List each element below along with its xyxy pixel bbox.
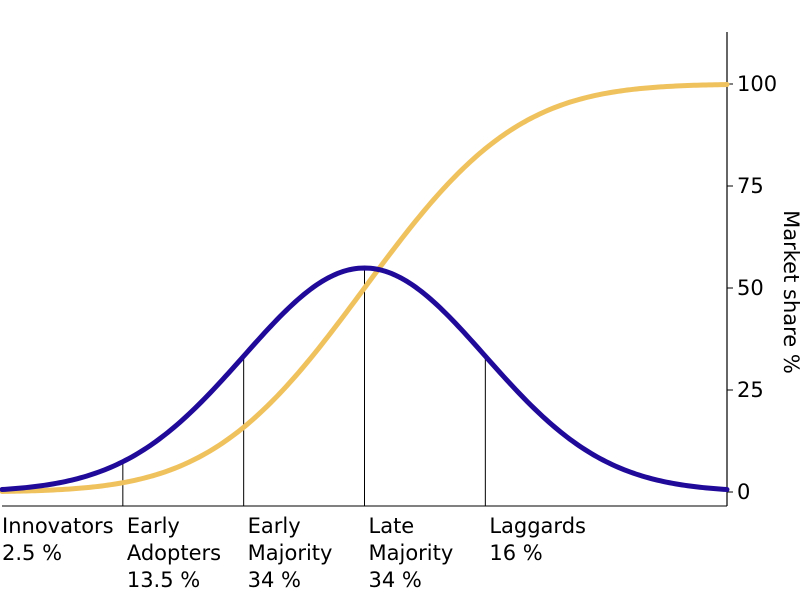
- category-name: Innovators: [2, 514, 114, 538]
- adoption-series-line: [0, 265, 730, 493]
- y-ticks: 0 25 50 75 100: [727, 72, 777, 504]
- category-name: Early: [248, 514, 301, 538]
- category-percent: 34 %: [248, 568, 301, 592]
- category-name: Adopters: [127, 541, 221, 565]
- category-name: Majority: [369, 541, 454, 565]
- category-name: Early: [127, 514, 180, 538]
- category-name: Late: [369, 514, 415, 538]
- category-labels: Innovators 2.5 % Early Adopters 13.5 % Early M…: [2, 514, 586, 592]
- category-percent: 13.5 %: [127, 568, 200, 592]
- y-tick-label: 50: [737, 276, 764, 300]
- category-name: Laggards: [489, 514, 586, 538]
- segment-dividers: [122, 268, 486, 506]
- y-tick-label: 100: [737, 72, 777, 96]
- y-axis-title: Market share %: [779, 210, 800, 374]
- category-name: Majority: [248, 541, 333, 565]
- category-percent: 2.5 %: [2, 541, 62, 565]
- market-share-series-line: [0, 82, 730, 494]
- y-tick-label: 75: [737, 174, 764, 198]
- y-tick-label: 25: [737, 378, 764, 402]
- y-tick-label: 0: [737, 480, 750, 504]
- category-percent: 34 %: [369, 568, 422, 592]
- category-percent: 16 %: [489, 541, 542, 565]
